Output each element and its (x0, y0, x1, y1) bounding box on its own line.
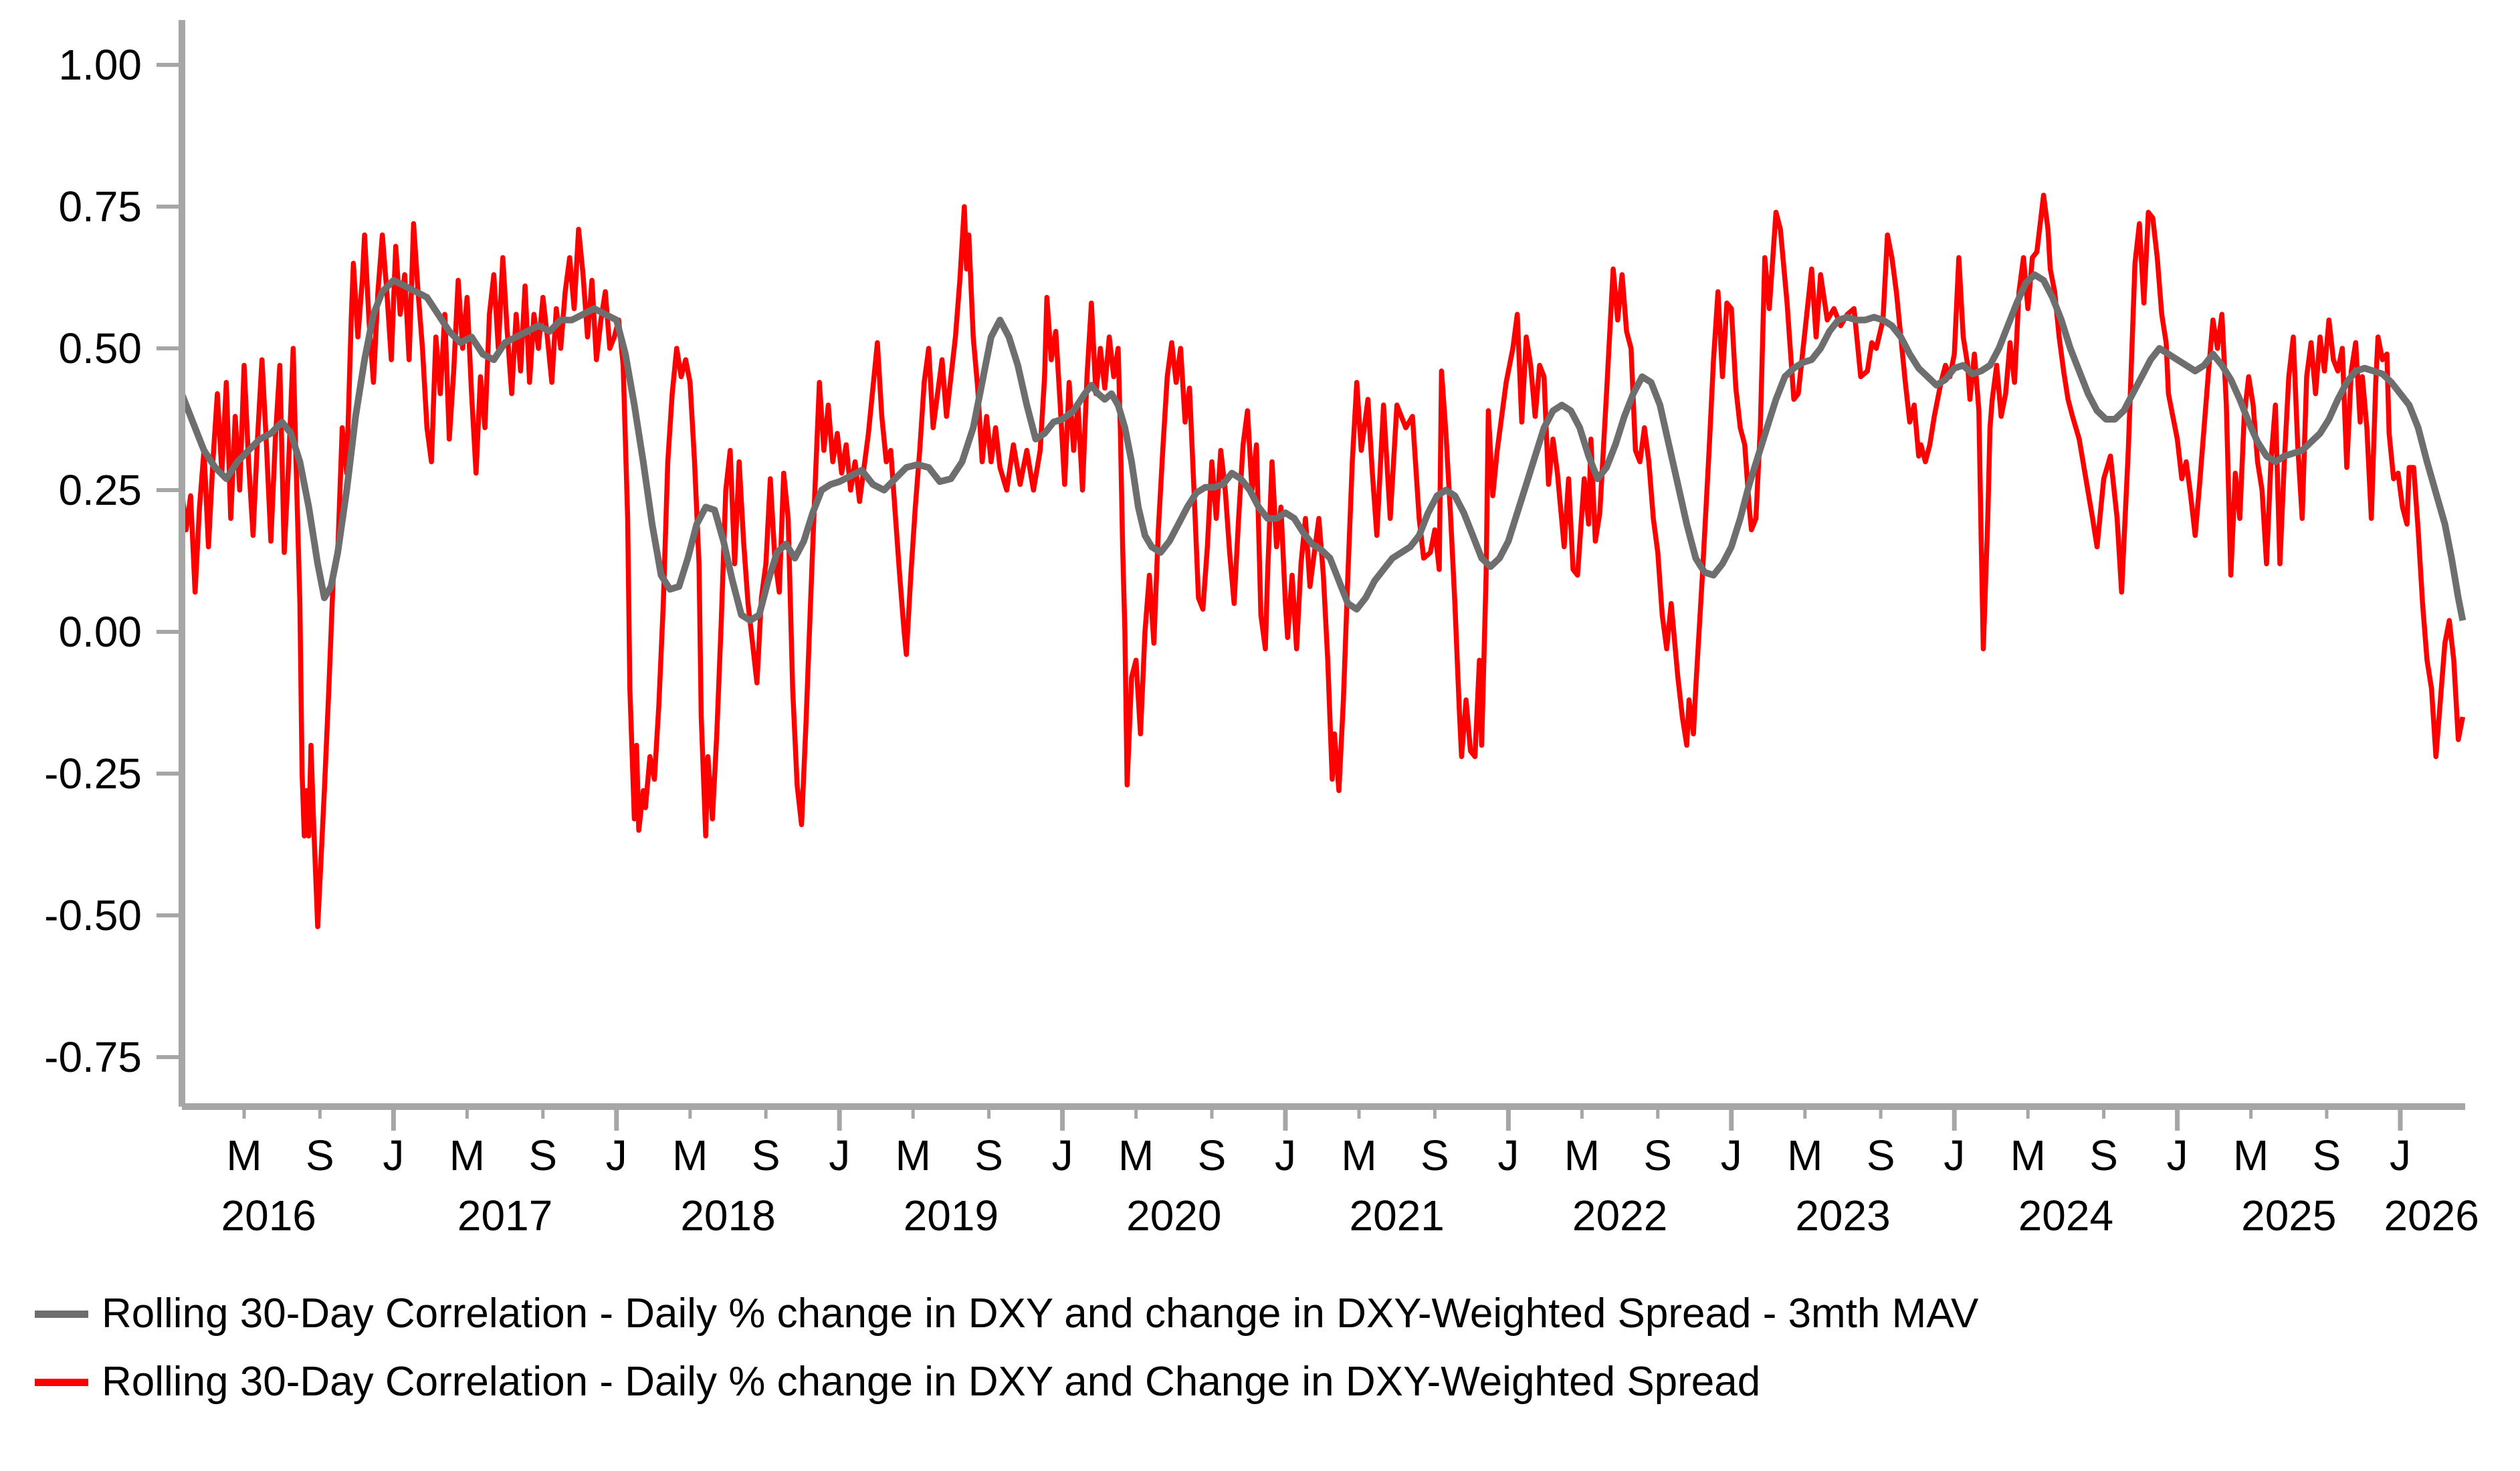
y-tick-label: 0.00 (58, 608, 142, 656)
x-year-label: 2017 (457, 1192, 552, 1240)
x-month-label: S (306, 1131, 334, 1179)
x-year-label: 2016 (221, 1192, 316, 1240)
x-year-label: 2021 (1350, 1192, 1445, 1240)
x-month-label: S (1867, 1131, 1895, 1179)
x-month-label: S (1198, 1131, 1227, 1179)
x-month-label: S (528, 1131, 557, 1179)
x-month-label: J (606, 1131, 627, 1179)
x-month-label: M (1787, 1131, 1822, 1179)
legend-label-mav: Rolling 30-Day Correlation - Daily % cha… (102, 1290, 1979, 1337)
x-month-label: S (752, 1131, 780, 1179)
x-month-label: J (1721, 1131, 1742, 1179)
x-year-label: 2023 (1795, 1192, 1890, 1240)
x-month-label: J (1275, 1131, 1296, 1179)
x-year-label: 2019 (904, 1192, 999, 1240)
series-lines (179, 193, 2466, 929)
x-year-label: 2024 (2018, 1192, 2113, 1240)
legend: Rolling 30-Day Correlation - Daily % cha… (35, 1285, 1978, 1422)
series-line-mav (179, 271, 2466, 624)
x-month-label: J (2167, 1131, 2188, 1179)
x-month-label: S (974, 1131, 1003, 1179)
x-year-label: 2025 (2241, 1192, 2336, 1240)
x-month-label: M (2010, 1131, 2046, 1179)
x-year-label: 2026 (2384, 1192, 2479, 1240)
x-month-label: S (1643, 1131, 1672, 1179)
y-tick-label: 0.25 (58, 466, 142, 514)
legend-row-daily: Rolling 30-Day Correlation - Daily % cha… (35, 1353, 1978, 1411)
x-month-label: S (2089, 1131, 2118, 1179)
mav-line-swatch-icon (35, 1310, 88, 1318)
x-month-label: S (1421, 1131, 1449, 1179)
x-month-label: J (829, 1131, 850, 1179)
x-month-label: J (1944, 1131, 1965, 1179)
y-axis-tick-labels: 1.00 0.75 0.50 0.25 0.00 -0.25 -0.50 -0.75 (44, 41, 142, 1081)
y-tick-label: -0.25 (44, 750, 142, 798)
y-tick-label: 1.00 (58, 41, 142, 89)
x-year-label: 2020 (1126, 1192, 1221, 1240)
y-tick-label: 0.50 (58, 324, 142, 372)
y-tick-label: -0.50 (44, 891, 142, 939)
x-month-label: J (383, 1131, 404, 1179)
x-month-label: M (2233, 1131, 2269, 1179)
x-year-label: 2018 (680, 1192, 775, 1240)
x-month-label: M (1118, 1131, 1154, 1179)
x-month-label: M (226, 1131, 261, 1179)
x-month-label: M (896, 1131, 931, 1179)
x-month-label: S (2313, 1131, 2341, 1179)
x-year-label: 2022 (1572, 1192, 1667, 1240)
x-month-label: M (449, 1131, 485, 1179)
x-month-label: M (1564, 1131, 1600, 1179)
daily-line-swatch-icon (35, 1378, 88, 1386)
x-month-label: J (1497, 1131, 1519, 1179)
series-line-daily (179, 193, 2466, 929)
x-month-label: J (2390, 1131, 2411, 1179)
x-month-label: J (1052, 1131, 1073, 1179)
y-tick-label: -0.75 (44, 1033, 142, 1081)
x-month-label: M (672, 1131, 708, 1179)
x-month-label: M (1341, 1131, 1376, 1179)
y-tick-label: 0.75 (58, 183, 142, 231)
legend-label-daily: Rolling 30-Day Correlation - Daily % cha… (102, 1359, 1761, 1405)
axes (156, 20, 2465, 1131)
legend-row-mav: Rolling 30-Day Correlation - Daily % cha… (35, 1285, 1978, 1343)
